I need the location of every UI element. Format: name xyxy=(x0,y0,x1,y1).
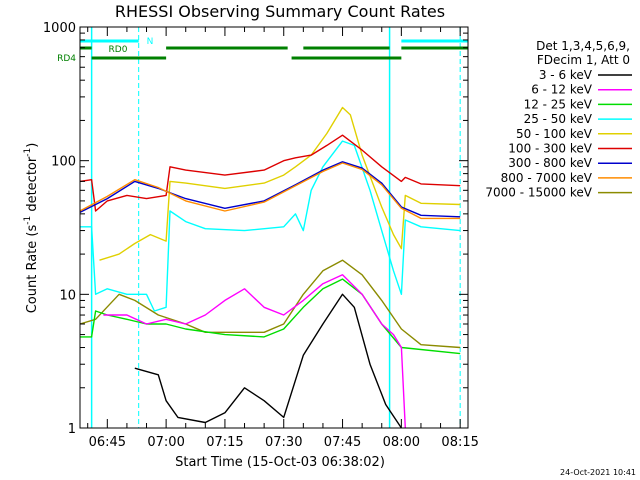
y-tick-label: 100 xyxy=(51,155,76,170)
y-axis-label: Count Rate (s-1 detector-1) xyxy=(23,143,40,314)
legend: Det 1,3,4,5,6,9,FDecim 1, Att 03 - 6 keV… xyxy=(485,39,632,200)
flag-label-n: N xyxy=(147,37,154,47)
legend-header: FDecim 1, Att 0 xyxy=(537,53,630,67)
x-tick-label: 07:00 xyxy=(147,435,184,450)
series-line xyxy=(134,293,402,429)
flag-label-rd4: RD4 xyxy=(57,54,76,64)
x-tick-label: 07:45 xyxy=(324,435,361,450)
x-tick-label: 07:30 xyxy=(265,435,302,450)
y-tick-label: 10 xyxy=(59,288,76,303)
legend-entry-label: 3 - 6 keV xyxy=(539,68,593,82)
legend-entry-label: 6 - 12 keV xyxy=(531,83,593,97)
series-line xyxy=(103,274,406,429)
x-axis-label: Start Time (15-Oct-03 06:38:02) xyxy=(175,455,385,470)
series-line xyxy=(99,106,461,261)
series-line xyxy=(79,140,461,312)
series-line xyxy=(79,162,461,220)
legend-entry-label: 12 - 25 keV xyxy=(524,97,593,111)
legend-entry-label: 800 - 7000 keV xyxy=(501,171,593,185)
flag-label-rd0: RD0 xyxy=(109,45,128,55)
legend-entry-label: 100 - 300 keV xyxy=(508,142,592,156)
y-tick-label: 1000 xyxy=(43,21,76,36)
y-axis: 1 10 100 1000 xyxy=(43,21,468,437)
legend-entry-label: 25 - 50 keV xyxy=(524,112,593,126)
timestamp: 24-Oct-2021 10:41 xyxy=(560,468,636,477)
legend-entry-label: 50 - 100 keV xyxy=(516,127,593,141)
x-tick-label: 08:15 xyxy=(441,435,478,450)
x-axis: 06:45 07:00 07:15 07:30 07:45 08:00 08:15 xyxy=(87,27,479,450)
series-line xyxy=(79,259,461,349)
x-tick-label: 07:15 xyxy=(206,435,243,450)
plot-area: N RD0 RD4 xyxy=(57,27,468,429)
chart-title: RHESSI Observing Summary Count Rates xyxy=(115,2,445,21)
legend-header: Det 1,3,4,5,6,9, xyxy=(536,39,630,53)
legend-entry-label: 300 - 800 keV xyxy=(508,156,592,170)
legend-entry-label: 7000 - 15000 keV xyxy=(485,186,592,200)
y-tick-label: 1 xyxy=(68,422,76,437)
plot-frame xyxy=(79,26,469,429)
series-line xyxy=(79,134,461,212)
x-tick-label: 08:00 xyxy=(383,435,420,450)
x-tick-label: 06:45 xyxy=(89,435,126,450)
series-line xyxy=(79,278,461,355)
series-line xyxy=(79,161,461,218)
